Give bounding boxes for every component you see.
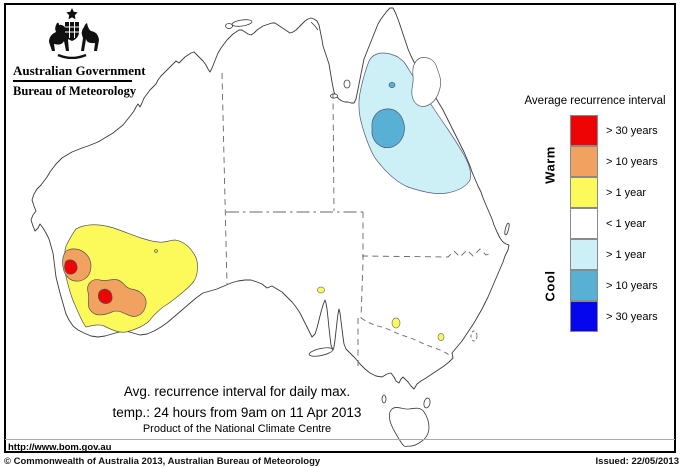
qld-cool-gt1yr-region [358,52,471,194]
border-act [470,330,478,342]
legend-cool-label: Cool [542,270,558,302]
legend-swatch-cool-gt10 [570,270,598,301]
legend-swatch-warm-gt10 [570,146,598,177]
bom-url: http://www.bom.gov.au [8,442,112,453]
flinders-island [423,397,431,409]
crest-kangaroo [49,22,70,51]
legend-label-cool-gt1: > 1 year [606,248,647,261]
map-frame [4,3,676,453]
government-title: Australian Government [13,63,146,78]
qld-cool-gt10yr-region [371,108,405,149]
government-title-rule [13,80,132,82]
legend-swatch-cool-gt30 [570,301,598,332]
copyright-text: © Commonwealth of Australia 2013, Austra… [4,456,321,467]
fraser-island [504,222,510,236]
url-divider-rule [5,439,675,440]
wa-warm-gt10yr-inland-region [87,279,147,317]
nsw-west-warm-spot [391,317,401,329]
wa-warm-gt30yr-inland-region [97,288,113,304]
border-nt-qld [332,92,335,212]
legend-label-warm-gt10: > 10 years [606,155,658,168]
kangaroo-island [308,347,334,357]
wa-warm-gt30yr-coastal-region [64,259,78,275]
qld-cool-gt10yr-spot [388,82,396,88]
legend-label-cool-gt10: > 10 years [606,279,658,292]
crest-scroll [57,53,87,59]
tasmania [389,407,430,447]
legend-warm-label: Warm [542,146,558,184]
king-island [381,394,387,404]
legend-swatch-warm-gt1 [570,177,598,208]
legend-title: Average recurrence interval [524,95,666,107]
crest-star [66,8,78,20]
border-nsw-vic-murray [360,317,453,358]
small-warm-spots [317,286,445,341]
map-caption: Avg. recurrence interval for daily max. … [113,384,362,435]
coat-of-arms-icon [49,8,99,59]
legend-label-cool-gt30: > 30 years [606,310,658,323]
legend-label-warm-gt30: > 30 years [606,124,658,137]
nsw-east-warm-spot [437,333,445,341]
groote-eylandt [343,79,351,89]
legend-label-warm-gt1: > 1 year [606,186,647,199]
issued-date: Issued: 22/05/2013 [595,456,679,467]
warm-regions [62,224,198,333]
state-borders [221,72,493,368]
legend-swatch-cool-gt1 [570,239,598,270]
crest-emu [81,23,99,51]
border-qld-nsw [361,248,493,258]
legend-label-neutral: < 1 year [606,217,647,230]
caption-line-1: Avg. recurrence interval for daily max. [123,384,351,399]
bathurst-island [225,23,233,29]
border-wa [221,72,228,285]
legend-swatch-warm-gt30 [570,115,598,146]
islands [225,19,510,447]
border-sa-qld-nsw [360,212,364,319]
bureau-title: Bureau of Meteorology [13,84,137,98]
qld-cool-lt1yr-hole [411,57,442,107]
sa-warm-spot [317,286,325,294]
mornington-island [330,93,338,99]
caption-line-3: Product of the National Climate Centre [142,423,332,435]
wa-yellow-speck [154,249,158,253]
cool-regions [358,52,471,194]
legend-swatch-neutral [570,208,598,239]
caption-line-2: temp.: 24 hours from 9am on 11 Apr 2013 [112,405,362,420]
wessel-islands [310,21,319,31]
